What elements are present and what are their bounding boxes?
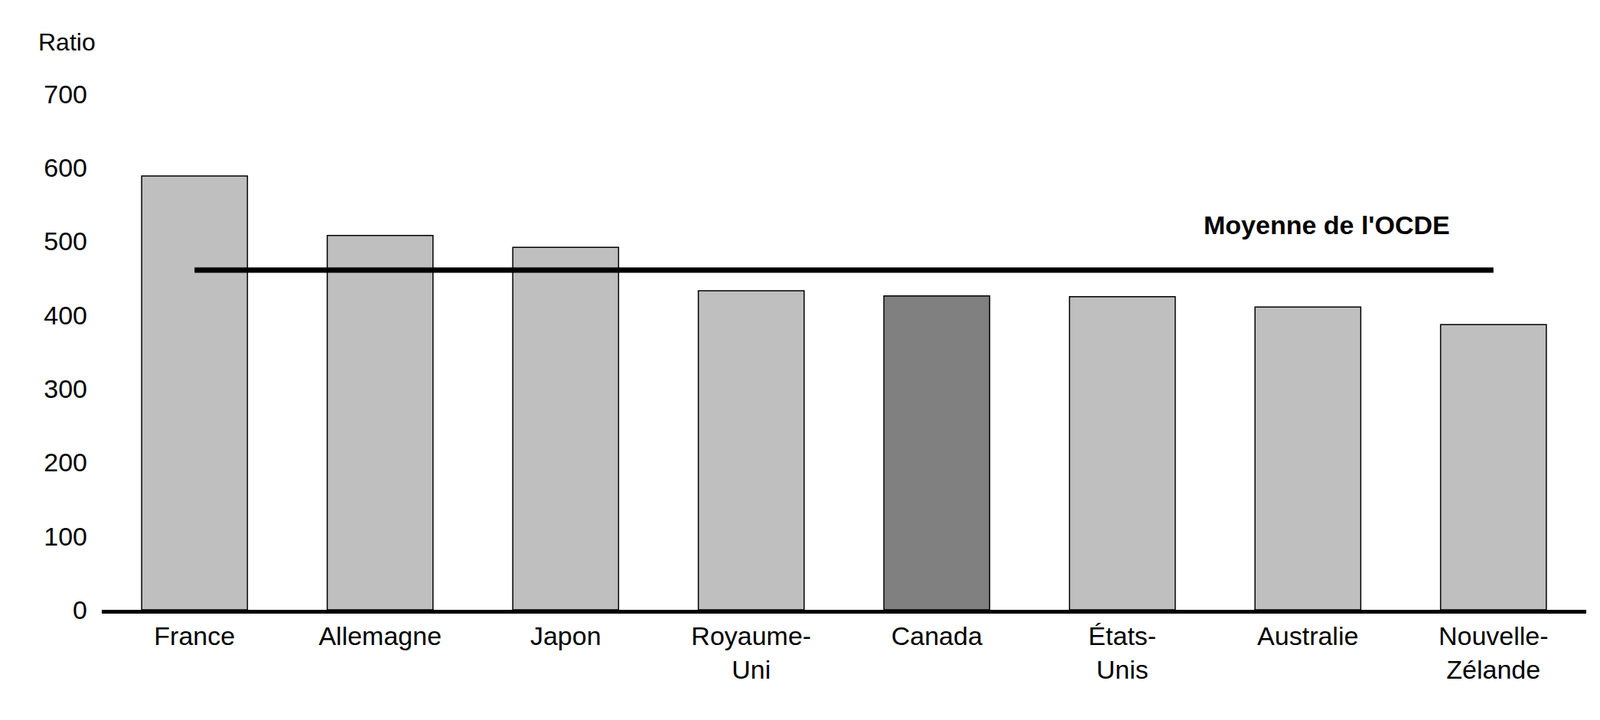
svg-text:Canada: Canada: [891, 621, 983, 651]
svg-text:Moyenne de l'OCDE: Moyenne de l'OCDE: [1203, 210, 1451, 240]
svg-text:300: 300: [43, 374, 88, 404]
svg-text:Australie: Australie: [1257, 621, 1359, 651]
svg-text:700: 700: [43, 79, 88, 109]
svg-text:Royaume-Uni: Royaume-Uni: [690, 621, 812, 685]
svg-text:200: 200: [43, 447, 88, 477]
svg-text:0: 0: [72, 595, 88, 625]
svg-text:Nouvelle-Zélande: Nouvelle-Zélande: [1438, 621, 1549, 685]
svg-text:Japon: Japon: [530, 621, 602, 651]
svg-text:100: 100: [43, 521, 88, 551]
svg-text:Allemagne: Allemagne: [318, 621, 442, 651]
svg-text:Ratio: Ratio: [38, 28, 96, 56]
svg-text:400: 400: [43, 300, 88, 330]
svg-text:600: 600: [43, 153, 88, 183]
svg-text:France: France: [153, 621, 235, 651]
svg-text:États-Unis: États-Unis: [1088, 621, 1157, 685]
svg-text:500: 500: [43, 226, 88, 256]
